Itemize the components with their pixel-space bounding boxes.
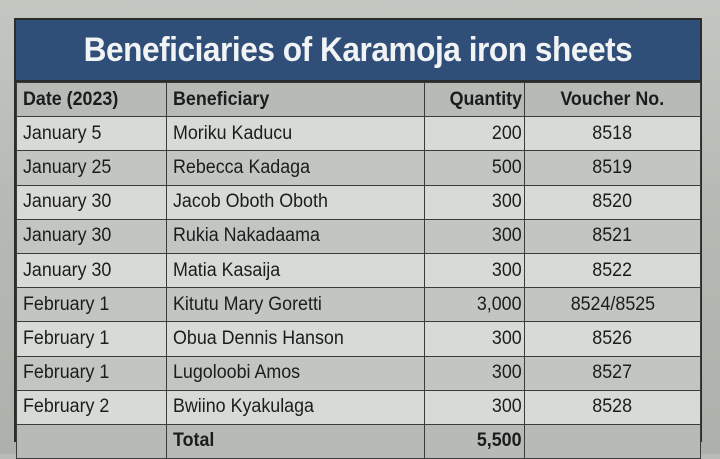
total-empty-cell — [16, 423, 167, 459]
table-header-row: Date (2023) Beneficiary Quantity Voucher… — [16, 81, 701, 118]
cell-voucher: 8521 — [524, 218, 701, 254]
table-title: Beneficiaries of Karamoja iron sheets — [83, 30, 633, 69]
beneficiaries-table-panel: Beneficiaries of Karamoja iron sheets Da… — [14, 18, 702, 459]
cell-beneficiary: Moriku Kaducu — [166, 116, 425, 152]
cell-beneficiary: Jacob Oboth Oboth — [166, 184, 425, 220]
cell-date: February 1 — [16, 355, 167, 391]
column-header-date: Date (2023) — [16, 81, 167, 118]
cell-date: February 1 — [16, 321, 167, 357]
column-header-voucher: Voucher No. — [524, 81, 701, 118]
cell-quantity: 300 — [424, 389, 525, 425]
cell-voucher: 8519 — [524, 150, 701, 186]
cell-quantity: 300 — [424, 184, 525, 220]
table-row: January 5 Moriku Kaducu 200 8518 — [16, 116, 701, 152]
cell-quantity: 300 — [424, 252, 525, 289]
cell-quantity: 200 — [424, 116, 525, 152]
cell-voucher: 8526 — [524, 321, 701, 357]
cell-voucher: 8522 — [524, 252, 701, 289]
cell-date: January 25 — [16, 150, 167, 186]
cell-beneficiary: Rukia Nakadaama — [166, 218, 425, 254]
cell-voucher: 8527 — [524, 355, 701, 391]
beneficiaries-table: Date (2023) Beneficiary Quantity Voucher… — [16, 81, 701, 459]
cell-quantity: 300 — [424, 321, 525, 357]
cell-beneficiary: Matia Kasaija — [166, 252, 425, 289]
column-header-quantity: Quantity — [424, 81, 525, 118]
cell-date: January 30 — [16, 252, 167, 289]
table-title-bar: Beneficiaries of Karamoja iron sheets — [16, 20, 700, 82]
cell-beneficiary: Obua Dennis Hanson — [166, 321, 425, 357]
cell-beneficiary: Bwiino Kyakulaga — [166, 389, 425, 425]
cell-date: February 1 — [16, 287, 167, 323]
cell-date: January 5 — [16, 116, 167, 152]
cell-voucher: 8520 — [524, 184, 701, 220]
total-row: Total 5,500 — [16, 423, 701, 459]
cell-date: January 30 — [16, 184, 167, 220]
total-quantity: 5,500 — [424, 423, 525, 459]
table-row: January 30 Matia Kasaija 300 8522 — [16, 252, 701, 289]
cell-voucher: 8518 — [524, 116, 701, 152]
cell-quantity: 300 — [424, 218, 525, 254]
column-header-beneficiary: Beneficiary — [166, 81, 425, 118]
cell-voucher: 8524/8525 — [524, 287, 701, 323]
cell-beneficiary: Rebecca Kadaga — [166, 150, 425, 186]
cell-date: February 2 — [16, 389, 167, 425]
table-row: January 25 Rebecca Kadaga 500 8519 — [16, 150, 701, 186]
table-row: February 1 Obua Dennis Hanson 300 8526 — [16, 321, 701, 357]
cell-voucher: 8528 — [524, 389, 701, 425]
cell-beneficiary: Kitutu Mary Goretti — [166, 287, 425, 323]
cell-quantity: 500 — [424, 150, 525, 186]
table-row: February 1 Kitutu Mary Goretti 3,000 852… — [16, 287, 701, 323]
table-row: January 30 Rukia Nakadaama 300 8521 — [16, 218, 701, 254]
total-label: Total — [166, 423, 425, 459]
cell-date: January 30 — [16, 218, 167, 254]
total-empty-voucher-cell — [524, 423, 701, 459]
cell-quantity: 300 — [424, 355, 525, 391]
cell-quantity: 3,000 — [424, 287, 525, 323]
table-row: February 1 Lugoloobi Amos 300 8527 — [16, 355, 701, 391]
table-row: February 2 Bwiino Kyakulaga 300 8528 — [16, 389, 701, 425]
cell-beneficiary: Lugoloobi Amos — [166, 355, 425, 391]
table-row: January 30 Jacob Oboth Oboth 300 8520 — [16, 184, 701, 220]
